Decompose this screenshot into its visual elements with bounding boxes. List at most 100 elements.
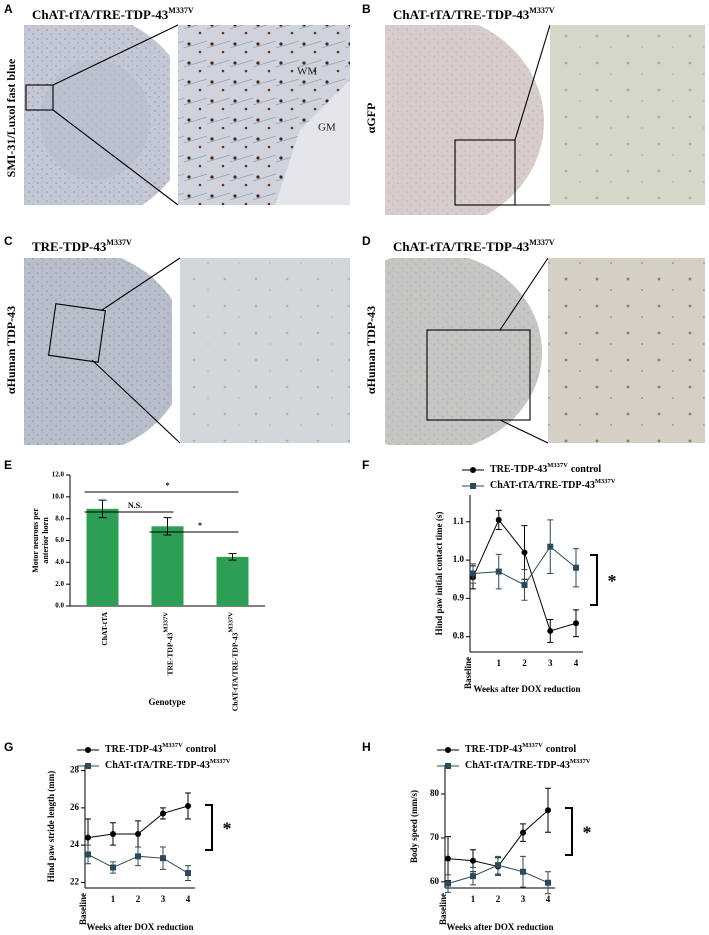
legend-label-superscript: M337V (162, 742, 183, 749)
x-tick-label: 4 (546, 894, 551, 904)
y-axis-label: Hind paw stride length (mm) (46, 771, 56, 883)
panel-c: C TRE-TDP-43M337V αHuman TDP-43 (4, 234, 350, 445)
micrograph (24, 258, 172, 445)
title-text: ChAT-tTA/TRE-TDP-43 (393, 7, 530, 22)
data-point (547, 543, 554, 550)
zoom-box (25, 84, 54, 111)
y-tick-label: 2.0 (55, 580, 64, 588)
legend-marker (470, 467, 476, 473)
legend-label-superscript: M337V (570, 758, 591, 765)
panel-title: ChAT-tTA/TRE-TDP-43M337V (393, 6, 555, 22)
legend-label: ChAT-tTA/TRE-TDP-43M337V (490, 478, 616, 491)
x-axis-label: Genotype (149, 697, 186, 707)
data-point (520, 868, 526, 875)
data-point (573, 564, 579, 571)
significance-label: * (608, 571, 617, 591)
panel-title: ChAT-tTA/TRE-TDP-43M337V (32, 6, 194, 22)
panel-letter: C (4, 234, 13, 248)
x-tick-label: 1 (471, 894, 476, 904)
x-tick-label: Baseline (463, 657, 473, 689)
panel-d: D ChAT-tTA/TRE-TDP-43M337V αHuman TDP-43 (362, 234, 705, 445)
error-bar (228, 553, 237, 561)
inset-texture (550, 25, 705, 205)
significance-bracket (565, 807, 573, 856)
y-tick-label: 22 (70, 876, 80, 886)
x-tick-label: Baseline (78, 893, 88, 925)
y-tick-label: 12.0 (52, 471, 65, 479)
data-point (545, 879, 551, 886)
legend-label: TRE-TDP-43M337V control (465, 742, 576, 755)
y-tick-label: 80 (430, 788, 440, 798)
x-tick-label: 4 (574, 658, 579, 668)
data-point (445, 855, 451, 862)
y-tick-label: 24 (70, 839, 80, 849)
x-axis-label: Weeks after DOX reduction (87, 922, 194, 932)
data-point (85, 834, 91, 841)
x-tick-label: 3 (548, 658, 553, 668)
x-tick-label: 3 (161, 894, 166, 904)
data-point (545, 807, 551, 814)
x-tick-label-text: TRE-TDP-43 (165, 632, 174, 675)
zoom-line (52, 109, 179, 206)
x-tick-label: 2 (522, 658, 527, 668)
x-tick-label: Baseline (438, 893, 448, 925)
y-tick-label: 0.0 (55, 602, 64, 610)
legend-label-text: TRE-TDP-43 (465, 744, 522, 755)
y-axis-label: Motor neurons per (31, 508, 40, 573)
legend-label-text: ChAT-tTA/TRE-TDP-43 (490, 480, 595, 491)
legend-label-superscript: M337V (595, 478, 616, 485)
legend-label-text: TRE-TDP-43 (490, 464, 547, 475)
data-point (470, 873, 476, 880)
legend-label: ChAT-tTA/TRE-TDP-43M337V (105, 758, 231, 771)
side-label: SMI-31/Luxol fast blue (4, 58, 18, 177)
panel-title: ChAT-tTA/TRE-TDP-43M337V (393, 238, 555, 254)
data-point (547, 627, 554, 634)
panel-a: A ChAT-tTA/TRE-TDP-43M337V SMI-31/Luxol … (4, 2, 350, 206)
panel-letter: A (4, 2, 13, 16)
legend-marker (445, 747, 451, 753)
error-bar (98, 499, 107, 519)
legend-label-superscript: M337V (547, 462, 568, 469)
data-point (110, 864, 116, 871)
zoom-box (426, 329, 531, 421)
x-tick-label: ChAT-tTA/TRE-TDP-43M337V (228, 612, 239, 712)
data-point (495, 516, 502, 523)
side-label: αGFP (364, 103, 378, 134)
legend-label: TRE-TDP-43M337V control (490, 462, 601, 475)
significance-label: * (223, 819, 232, 839)
legend-label-text: ChAT-tTA/TRE-TDP-43 (465, 760, 570, 771)
title-superscript: M337V (168, 6, 194, 15)
y-tick-label: 1.1 (453, 516, 465, 526)
data-point (135, 853, 141, 860)
y-tick-label: 26 (70, 802, 80, 812)
legend-marker (85, 747, 91, 753)
x-tick-label-superscript: M337V (228, 612, 235, 633)
legend-label: TRE-TDP-43M337V control (105, 742, 216, 755)
x-tick-label: TRE-TDP-43M337V (163, 612, 174, 676)
zoom-line (101, 257, 181, 311)
legend-marker (470, 483, 476, 489)
x-axis-label: Weeks after DOX reduction (474, 684, 581, 694)
bar (86, 508, 119, 606)
x-tick-label: ChAT-tTA (100, 611, 109, 645)
y-tick-label: 0.8 (453, 631, 465, 641)
y-tick-label: 6.0 (55, 536, 64, 544)
panel-letter: F (362, 458, 369, 472)
zoom-box (48, 303, 106, 363)
significance-label: N.S. (128, 501, 142, 510)
zoom-line (514, 24, 551, 141)
zoom-line (499, 257, 549, 331)
y-tick-label: 28 (70, 765, 80, 775)
x-tick-label: 4 (186, 894, 191, 904)
bar (151, 526, 184, 606)
significance-bracket (205, 804, 213, 851)
legend-label-superscript: M337V (210, 758, 231, 765)
inset-texture (180, 258, 350, 443)
zoom-line (52, 24, 179, 86)
panel-letter: D (362, 234, 371, 248)
data-point (185, 870, 191, 877)
data-point (470, 857, 476, 864)
data-point (160, 855, 166, 862)
panel-b: B ChAT-tTA/TRE-TDP-43M337V αGFP (362, 2, 705, 215)
